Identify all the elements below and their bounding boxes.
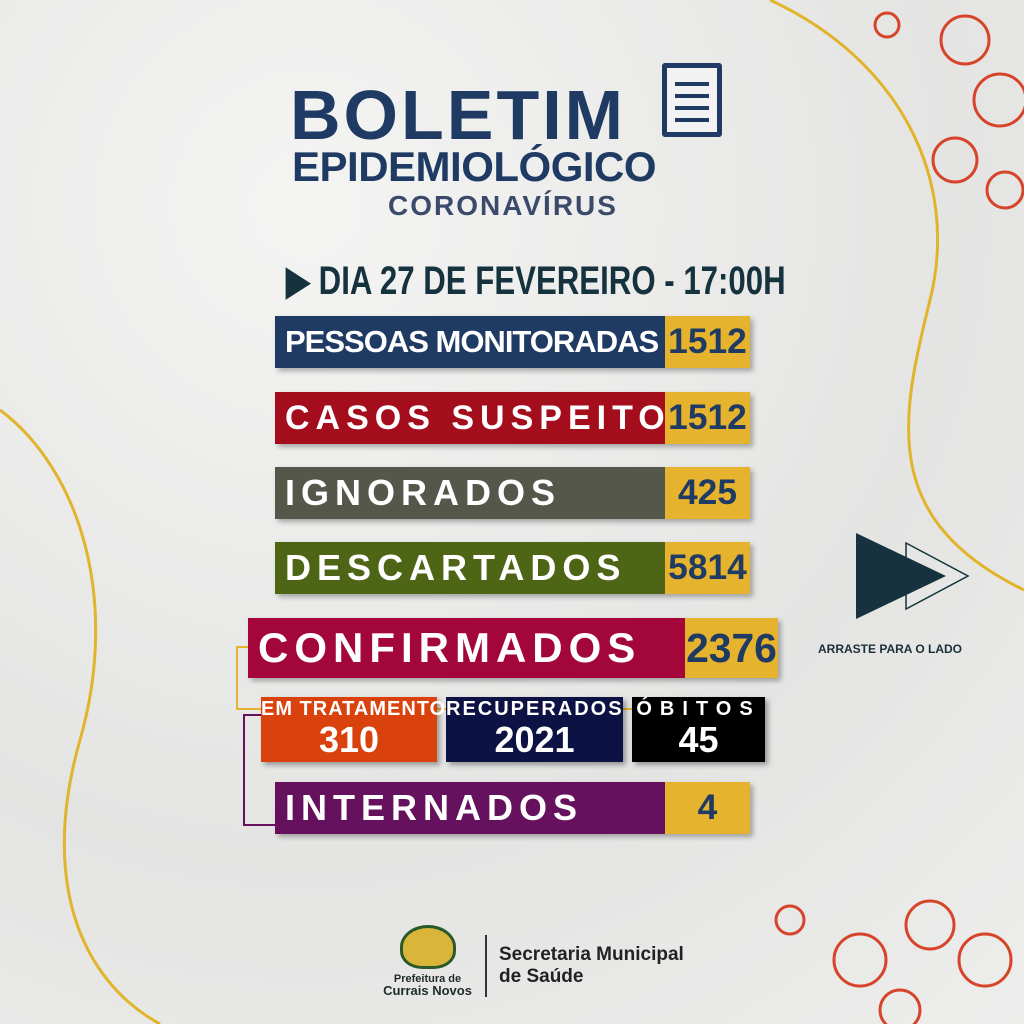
stat-bar-internados: INTERNADOS 4 [275,782,750,834]
breakdown-recuperados: RECUPERADOS 2021 [446,697,623,762]
stat-value: 5814 [665,542,750,594]
stat-value: 4 [665,782,750,834]
stat-bar-confirmados: CONFIRMADOS 2376 [248,618,778,678]
stat-value: 1512 [665,392,750,444]
breakdown-obitos: ÓBITOS 45 [632,697,765,762]
date-text: DIA 27 DE FEVEREIRO - 17:00H [318,259,786,303]
stat-label: INTERNADOS [275,782,665,834]
department-name: Secretaria Municipal de Saúde [499,944,684,988]
dept-line2: de Saúde [499,966,584,987]
coat-of-arms-icon [399,925,456,969]
stat-value: 2376 [685,618,778,678]
stat-label: CONFIRMADOS [248,618,685,678]
stat-label: PESSOAS MONITORADAS [275,316,665,368]
breakdown-value: 310 [318,719,380,760]
connector-line [243,714,277,826]
breakdown-em-tratamento: EM TRATAMENTO 310 [261,697,447,762]
coronavirus-tag: CORONAVÍRUS [388,190,618,221]
footer-divider [485,935,487,997]
swipe-arrow-icon [856,533,970,619]
stat-bar-pessoas-monitoradas: PESSOAS MONITORADAS 1512 [275,316,750,368]
swipe-hint: ARRASTE PARA O LADO [818,642,962,656]
stat-bar-casos-suspeitos: CASOS SUSPEITOS 1512 [275,392,750,444]
subtitle: EPIDEMIOLÓGICO [292,143,657,190]
breakdown-label: RECUPERADOS [446,698,624,720]
connector-line [236,646,238,710]
stat-bar-descartados: DESCARTADOS 5814 [275,542,750,594]
document-icon [662,63,722,137]
breakdown-value: 45 [678,719,719,760]
dept-line1: Secretaria Municipal [499,944,684,965]
breakdown-value: 2021 [494,719,575,760]
virus-icon [774,11,1024,1024]
date-line: ▶ DIA 27 DE FEVEREIRO - 17:00H [286,259,786,303]
stat-label: DESCARTADOS [275,542,665,594]
breakdown-label: EM TRATAMENTO [261,698,447,720]
stat-value: 1512 [665,316,750,368]
connector-line [236,646,250,648]
breakdown-label: ÓBITOS [636,698,761,720]
title: BOLETIM [290,76,626,154]
stat-label: CASOS SUSPEITOS [275,392,665,444]
stat-bar-ignorados: IGNORADOS 425 [275,467,750,519]
prefeitura-logo: Prefeitura de Currais Novos [380,925,475,1000]
stat-label: IGNORADOS [275,467,665,519]
org-line1: Prefeitura de [393,973,462,985]
stat-value: 425 [665,467,750,519]
org-line2: Currais Novos [383,983,472,998]
